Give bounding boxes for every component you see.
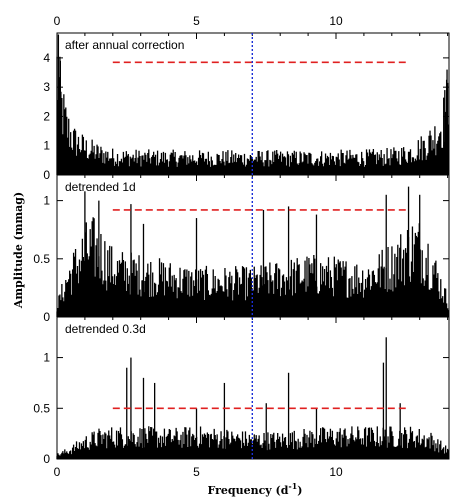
x-top-tick-label: 10: [329, 14, 343, 28]
x-bottom-tick-label: 10: [329, 465, 343, 479]
y-tick-label: 0: [43, 168, 50, 182]
bottom-axis-ticks: 0 5 10: [54, 465, 343, 479]
y-tick-label: 0: [43, 310, 50, 324]
y-tick-label: 4: [43, 51, 50, 65]
x-top-tick-label: 0: [54, 14, 61, 28]
top-axis-ticks: 0 5 10: [54, 14, 343, 28]
x-axis-title-close: ): [297, 484, 302, 497]
x-axis-title-superscript: -1: [288, 481, 297, 491]
y-tick-label: 0.5: [33, 401, 50, 415]
panels-group: 0 1 2 3 4 after annual correction 0 0.5 1 detrend…: [33, 32, 450, 466]
x-axis-title: Frequency (d-1): [207, 481, 302, 497]
y-tick-label: 0: [43, 452, 50, 466]
panel-label-2: detrended 1d: [65, 180, 136, 194]
panel-label-3: detrended 0.3d: [65, 322, 146, 336]
y-tick-label: 1: [43, 194, 50, 208]
panel-3: 0 0.5 1 detrended 0.3d: [33, 316, 450, 466]
y-tick-label: 2: [43, 109, 50, 123]
x-bottom-tick-label: 5: [193, 465, 200, 479]
y-tick-label: 0.5: [33, 252, 50, 266]
panel-2: 0 0.5 1 detrended 1d: [33, 174, 450, 324]
panel-1: 0 1 2 3 4 after annual correction: [43, 32, 450, 182]
x-axis-title-main: Frequency (d: [207, 484, 288, 497]
x-bottom-tick-label: 0: [54, 465, 61, 479]
panel-label-1: after annual correction: [65, 38, 184, 52]
y-tick-label: 1: [43, 351, 50, 365]
y-tick-label: 1: [43, 139, 50, 153]
y-axis-title: Amplitude (mmag): [12, 192, 25, 309]
y-tick-label: 3: [43, 80, 50, 94]
x-top-tick-label: 5: [193, 14, 200, 28]
